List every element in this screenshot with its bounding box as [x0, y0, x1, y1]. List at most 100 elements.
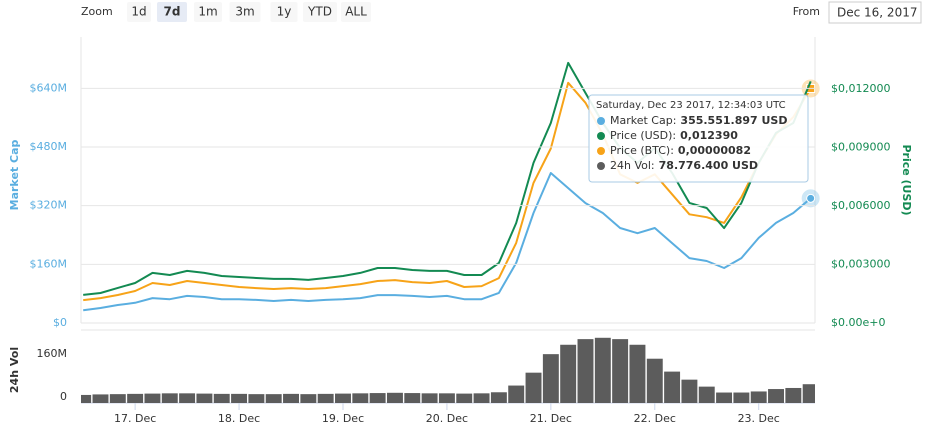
tooltip-value: 0,012390 [680, 129, 738, 142]
y2-tick-label: $0,009000 [831, 141, 891, 154]
vol-bar [317, 393, 334, 403]
zoom-button[interactable]: 1d [127, 2, 151, 22]
tooltip-box [588, 94, 809, 183]
vol-bar [144, 393, 161, 403]
tooltip-header: Saturday, Dec 23 2017, 12:34:03 UTC [596, 100, 786, 111]
y-tick-label: $320M [30, 199, 68, 212]
x-tick-label: 19. Dec [322, 412, 364, 425]
x-tick-label: 22. Dec [634, 412, 676, 425]
y-axis-title: Market Cap [8, 140, 21, 211]
series-line [83, 172, 812, 312]
y2-axis-title: Price (USD) [900, 144, 913, 215]
zoom-button[interactable]: 1y [270, 2, 298, 22]
vol-bar [161, 393, 178, 403]
vol-axis-title: 24h Vol [8, 347, 21, 393]
vol-bar [785, 387, 802, 403]
x-tick-label: 18. Dec [218, 412, 260, 425]
vol-bar [386, 392, 403, 403]
vol-bar [750, 391, 767, 403]
vol-bar [629, 344, 646, 403]
vol-bar [92, 394, 109, 403]
zoom-button-bg[interactable] [270, 2, 298, 22]
tooltip-dot [597, 132, 605, 140]
x-tick-label: 21. Dec [530, 412, 572, 425]
zoom-button-bg[interactable] [303, 2, 337, 22]
tooltip-dot [597, 147, 605, 155]
tooltip-label: Price (BTC): [610, 144, 674, 157]
vol-bar [525, 372, 542, 403]
tooltip-row: 24h Vol: 78.776.400 USD [610, 159, 758, 172]
tooltip-dot [597, 117, 605, 125]
tooltip-value: 355.551.897 USD [680, 114, 787, 127]
vol-bar [716, 392, 733, 403]
vol-bar [179, 393, 196, 403]
zoom-button-label[interactable]: ALL [345, 5, 367, 19]
vol-bar [612, 339, 629, 403]
tooltip-row: Market Cap: 355.551.897 USD [610, 114, 787, 127]
vol-bar [421, 393, 438, 403]
zoom-button-bg[interactable] [194, 2, 222, 22]
y2-tick-label: $0,012000 [831, 82, 891, 95]
vol-tick-label: 0 [60, 390, 67, 403]
x-tick-label: 23. Dec [738, 412, 780, 425]
vol-bar [490, 392, 507, 403]
series-line [83, 81, 812, 302]
vol-bar [698, 386, 715, 403]
zoom-button[interactable]: 7d [157, 2, 187, 22]
zoom-button-bg[interactable] [127, 2, 151, 22]
y-tick-label: $480M [30, 140, 68, 153]
vol-bar [265, 394, 282, 403]
vol-bar [768, 389, 784, 403]
series-line [83, 61, 812, 296]
vol-bars [81, 337, 815, 403]
zoom-button-label[interactable]: 1m [198, 5, 217, 19]
point-marker [806, 193, 816, 203]
zoom-button-bg[interactable] [157, 2, 187, 22]
y2-tick-label: $0.00e+0 [831, 316, 885, 329]
zoom-button[interactable]: 1m [194, 2, 222, 22]
vol-bar [542, 354, 559, 403]
vol-bar [352, 393, 369, 403]
y2-tick-label: $0,006000 [831, 199, 891, 212]
tooltip-label: Price (USD): [610, 129, 676, 142]
y-tick-label: $640M [30, 81, 68, 94]
zoom-button[interactable]: YTD [303, 2, 337, 22]
zoom-button[interactable]: ALL [341, 2, 371, 22]
y-tick-label: $160M [30, 257, 68, 270]
zoom-button-label[interactable]: 3m [235, 5, 254, 19]
vol-bar [231, 393, 248, 403]
tooltip-value: 0,00000082 [678, 144, 751, 157]
tooltip-label: Market Cap: [610, 114, 676, 127]
y2-tick-label: $0,003000 [831, 258, 891, 271]
zoom-button-label[interactable]: 1d [131, 5, 146, 19]
vol-bar [802, 384, 815, 403]
vol-bar [109, 394, 126, 403]
zoom-button[interactable]: 3m [229, 2, 261, 22]
zoom-button-label[interactable]: 7d [164, 5, 181, 19]
vol-bar [248, 394, 265, 403]
zoom-label: Zoom [81, 5, 113, 18]
vol-bar [127, 393, 144, 403]
zoom-button-bg[interactable] [341, 2, 371, 22]
zoom-button-label[interactable]: YTD [307, 5, 332, 19]
from-value[interactable]: Dec 16, 2017 [837, 6, 917, 20]
from-input[interactable] [828, 1, 922, 24]
vol-bar [456, 393, 473, 403]
tooltip: Saturday, Dec 23 2017, 12:34:03 UTC Mark… [588, 94, 809, 183]
vol-bar [733, 392, 750, 403]
vol-bar [508, 385, 525, 403]
from-label: From [793, 5, 820, 18]
vol-bar [681, 379, 698, 403]
vol-bar [664, 371, 681, 403]
vol-bar [404, 393, 421, 403]
zoom-button-label[interactable]: 1y [277, 5, 292, 19]
y-tick-label: $0 [53, 316, 67, 329]
vol-bar [560, 344, 577, 403]
tooltip-dot [597, 162, 605, 170]
vol-tick-label: 160M [37, 347, 68, 360]
zoom-button-bg[interactable] [229, 2, 261, 22]
vol-bar [473, 393, 490, 403]
vol-bar [369, 393, 386, 403]
